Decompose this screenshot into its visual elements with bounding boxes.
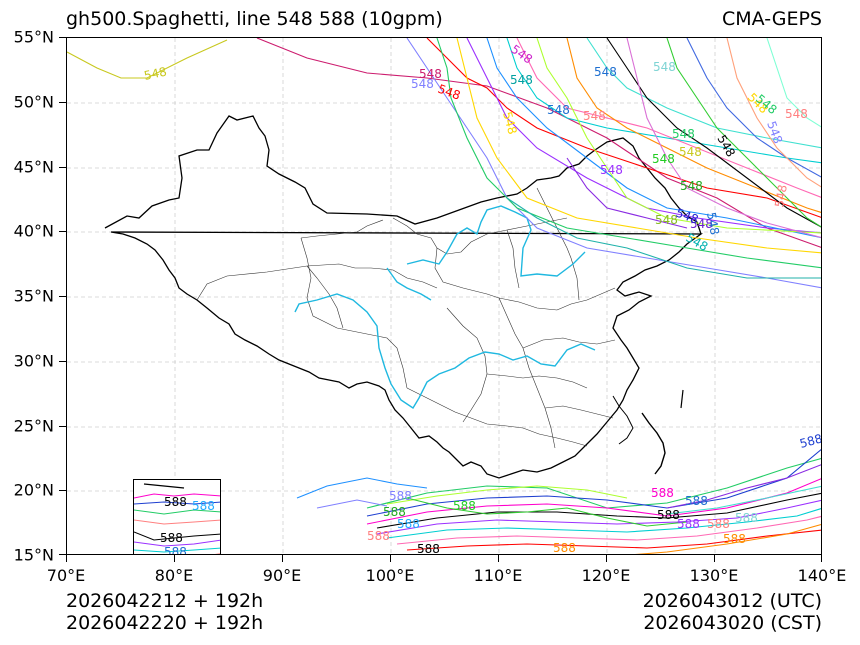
svg-text:588: 588 <box>735 511 758 525</box>
lon-tick <box>66 555 68 562</box>
svg-text:548: 548 <box>674 206 700 227</box>
svg-text:548: 548 <box>652 152 675 166</box>
map-panel: 548 548 548 548 548 548 548 548 548 548 … <box>66 37 822 555</box>
svg-text:548: 548 <box>510 73 533 87</box>
lon-tick <box>606 555 608 562</box>
lat-label: 50°N <box>13 92 54 112</box>
lon-tick <box>821 555 823 562</box>
lon-label: 90°E <box>262 566 302 585</box>
lon-label: 70°E <box>46 566 86 585</box>
contours-588 <box>296 448 821 554</box>
lon-label: 80°E <box>154 566 194 585</box>
svg-text:548: 548 <box>547 103 570 117</box>
svg-text:588: 588 <box>417 542 440 555</box>
lat-label: 30°N <box>13 351 54 371</box>
country-border <box>104 115 704 479</box>
svg-text:548: 548 <box>679 145 702 159</box>
svg-text:548: 548 <box>594 65 617 79</box>
svg-text:548: 548 <box>772 184 790 209</box>
svg-text:588: 588 <box>164 495 187 509</box>
lat-label: 20°N <box>13 480 54 500</box>
model-name: CMA-GEPS <box>721 8 822 30</box>
init-time-block: 2026042212 + 192h 2026042220 + 192h <box>66 590 263 634</box>
contours-548 <box>67 38 821 289</box>
valid-time-cst: 2026043020 (CST) <box>643 612 822 634</box>
lat-tick <box>59 37 66 39</box>
valid-time-utc: 2026043012 (UTC) <box>642 590 822 612</box>
svg-text:548: 548 <box>680 179 703 193</box>
lat-label: 25°N <box>13 416 54 436</box>
svg-text:588: 588 <box>798 431 822 450</box>
svg-text:548: 548 <box>500 110 519 136</box>
lat-tick <box>59 167 66 169</box>
svg-text:548: 548 <box>704 211 722 236</box>
lon-label: 130°E <box>689 566 739 585</box>
svg-text:588: 588 <box>651 486 674 500</box>
lon-tick <box>498 555 500 562</box>
lat-tick <box>59 296 66 298</box>
svg-text:548: 548 <box>411 77 434 91</box>
lon-label: 100°E <box>365 566 415 585</box>
svg-text:548: 548 <box>655 213 678 227</box>
svg-text:588: 588 <box>657 508 680 522</box>
lat-label: 55°N <box>13 27 54 47</box>
svg-text:588: 588 <box>160 531 183 545</box>
lat-tick <box>59 554 66 556</box>
inset-canvas: 588 588 588 588 <box>134 483 220 555</box>
svg-text:588: 588 <box>453 499 476 513</box>
contour-labels-588: 588 588 588 588 588 588 588 588 588 588 … <box>367 431 822 555</box>
svg-text:588: 588 <box>685 494 708 508</box>
svg-text:548: 548 <box>785 107 808 121</box>
svg-text:548: 548 <box>672 127 695 141</box>
svg-text:588: 588 <box>677 517 700 531</box>
lat-label: 45°N <box>13 157 54 177</box>
svg-text:548: 548 <box>690 217 713 231</box>
svg-text:548: 548 <box>714 133 738 160</box>
lat-tick <box>59 102 66 104</box>
chart-title: gh500.Spaghetti, line 548 588 (10gpm) <box>66 8 443 30</box>
lat-tick <box>59 490 66 492</box>
lat-tick <box>59 361 66 363</box>
lon-tick <box>282 555 284 562</box>
lon-tick <box>714 555 716 562</box>
svg-text:588: 588 <box>723 532 746 546</box>
svg-text:548: 548 <box>583 109 606 123</box>
init-time-cst: 2026042220 + 192h <box>66 612 264 634</box>
lat-tick <box>59 426 66 428</box>
svg-text:548: 548 <box>419 67 442 81</box>
lon-tick <box>174 555 176 562</box>
lon-tick <box>390 555 392 562</box>
rivers <box>294 205 596 409</box>
lat-label: 35°N <box>13 286 54 306</box>
map-canvas: 548 548 548 548 548 548 548 548 548 548 … <box>67 38 822 555</box>
lon-label: 120°E <box>581 566 631 585</box>
contour-labels-548: 548 548 548 548 548 548 548 548 548 548 … <box>143 42 808 254</box>
svg-text:588: 588 <box>192 499 215 513</box>
svg-text:588: 588 <box>383 505 406 519</box>
lon-label: 110°E <box>473 566 523 585</box>
svg-text:588: 588 <box>389 489 412 503</box>
province-borders <box>196 187 616 449</box>
svg-text:588: 588 <box>367 529 390 543</box>
lon-label: 140°E <box>797 566 847 585</box>
lat-label: 40°N <box>13 221 54 241</box>
svg-text:548: 548 <box>764 119 785 145</box>
valid-time-block: 2026043012 (UTC) 2026043020 (CST) <box>643 590 822 634</box>
svg-text:588: 588 <box>164 545 187 555</box>
svg-text:548: 548 <box>436 82 462 103</box>
svg-text:548: 548 <box>653 60 676 74</box>
south-china-sea-inset: 588 588 588 588 <box>133 479 221 555</box>
svg-text:548: 548 <box>684 230 711 254</box>
svg-text:548: 548 <box>508 42 535 67</box>
lat-tick <box>59 231 66 233</box>
svg-text:548: 548 <box>143 64 168 82</box>
svg-text:588: 588 <box>397 517 420 531</box>
lat-label: 15°N <box>13 545 54 565</box>
svg-text:548: 548 <box>600 163 623 177</box>
svg-text:588: 588 <box>707 517 730 531</box>
init-time-utc: 2026042212 + 192h <box>66 590 264 612</box>
svg-text:588: 588 <box>553 541 576 555</box>
